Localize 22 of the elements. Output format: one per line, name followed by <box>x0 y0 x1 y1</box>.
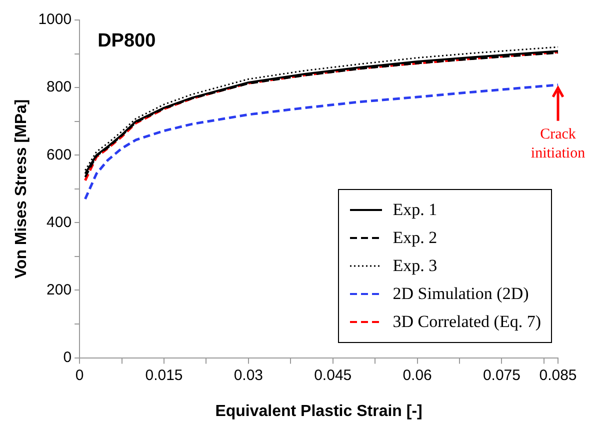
y-tick-label: 400 <box>46 214 72 231</box>
x-tick-label: 0.075 <box>482 366 520 384</box>
y-tick-label: 1000 <box>38 11 72 28</box>
x-tick-label: 0.085 <box>539 366 577 384</box>
legend-label: 2D Simulation (2D) <box>392 284 529 304</box>
x-tick-label: 0.015 <box>145 366 183 384</box>
legend-label: Exp. 3 <box>392 256 438 276</box>
x-tick-label: 0.06 <box>402 366 432 384</box>
y-tick-label: 200 <box>46 281 72 298</box>
legend-label: 3D Correlated (Eq. 7) <box>392 312 541 332</box>
y-tick-label: 0 <box>63 348 72 366</box>
legend-label: Exp. 2 <box>392 228 438 248</box>
y-axis-title: Von Mises Stress [MPa] <box>13 99 30 279</box>
legend-label: Exp. 1 <box>392 200 438 220</box>
x-tick-label: 0.045 <box>314 366 352 384</box>
annotation: Crack initiation <box>530 126 586 162</box>
x-tick-label: 0.03 <box>234 366 264 384</box>
y-tick-label: 800 <box>46 78 72 96</box>
y-tick-label: 600 <box>46 146 72 164</box>
x-axis-title: Equivalent Plastic Strain [-] <box>215 402 422 420</box>
text: DP800 <box>98 30 156 52</box>
x-tick-label: 0 <box>75 366 84 384</box>
